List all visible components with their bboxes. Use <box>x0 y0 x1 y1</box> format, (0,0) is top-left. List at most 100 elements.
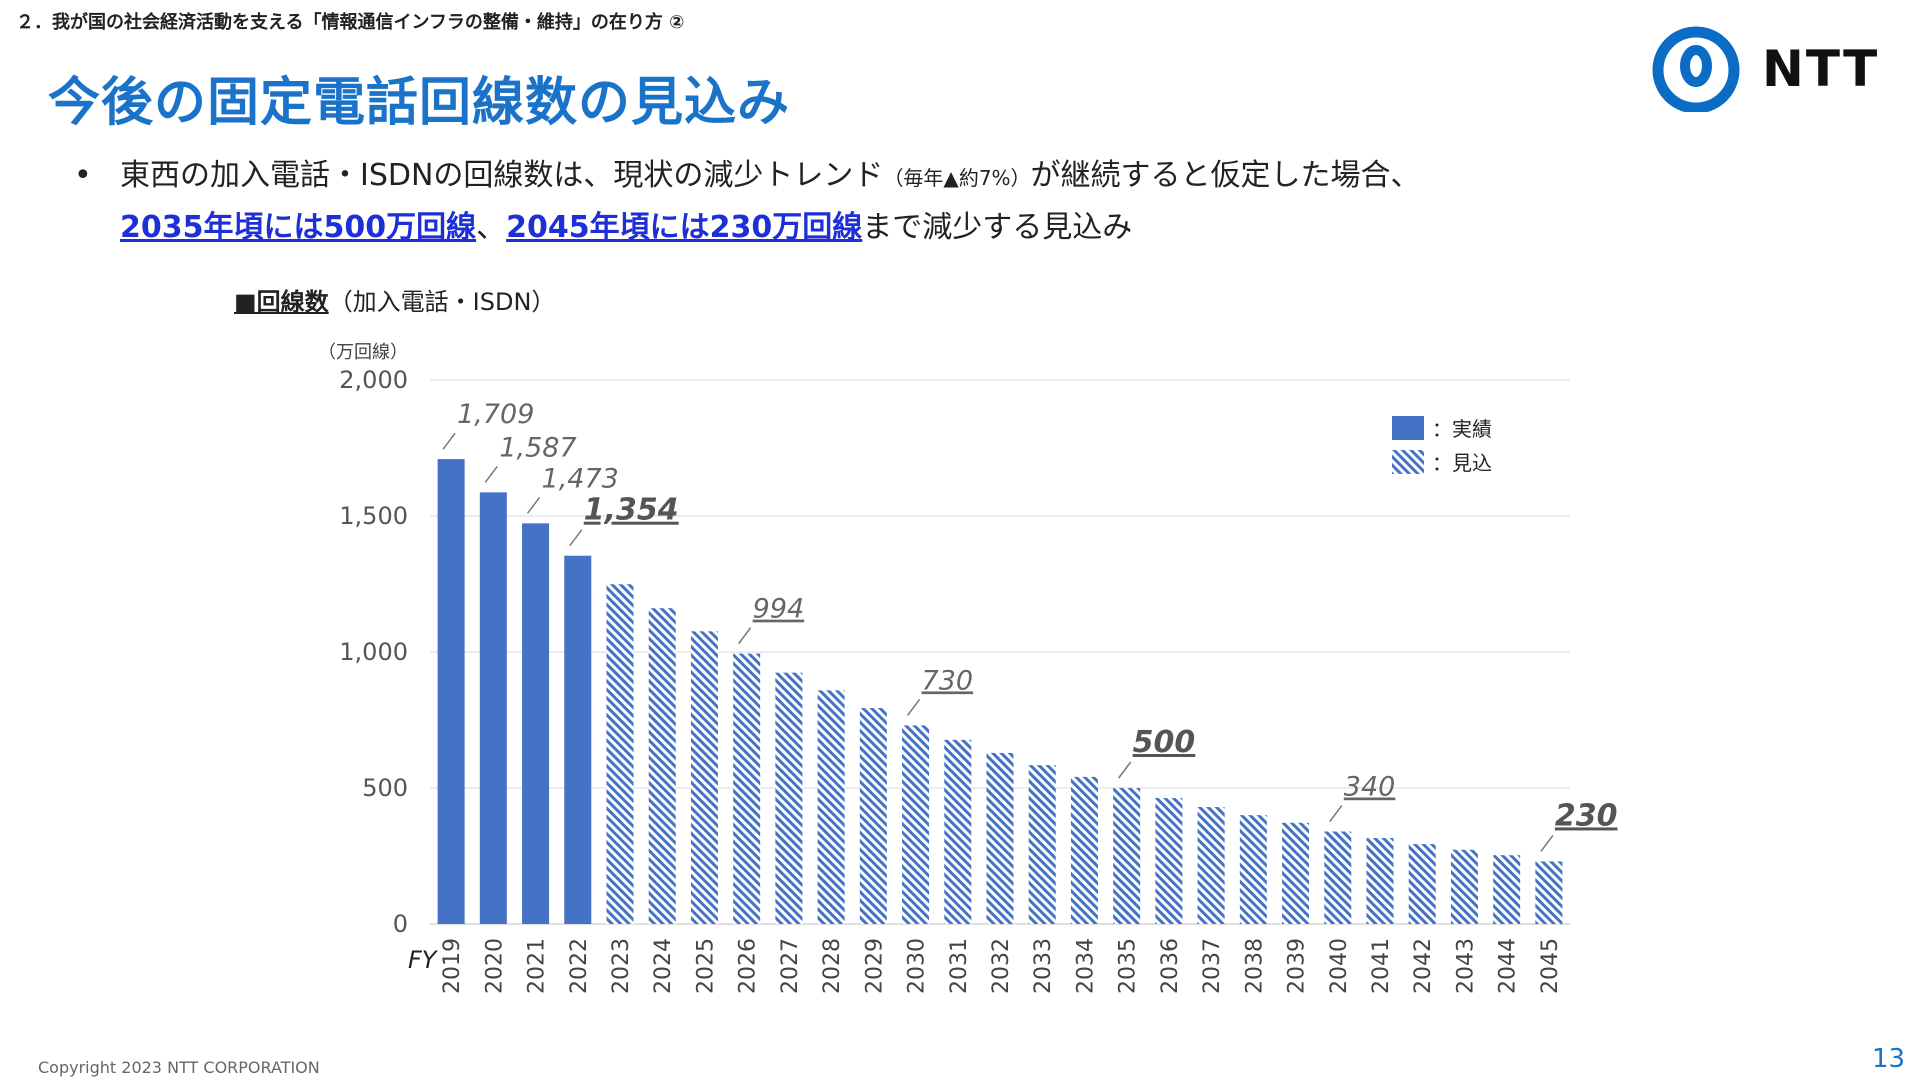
ntt-logo-icon <box>1652 26 1740 114</box>
x-tick-label: 2028 <box>820 938 845 994</box>
bar-2027 <box>775 672 803 924</box>
legend-label: ：実績 <box>1432 417 1492 441</box>
y-tick-label: 1,000 <box>339 638 408 666</box>
bar-2043 <box>1450 849 1478 924</box>
x-tick-label: 2038 <box>1242 938 1267 994</box>
bullet-line1: 東西の加入電話・ISDNの回線数は、現状の減少トレンド（毎年▲約7%）が継続する… <box>120 150 1421 204</box>
chart-heading-strong: ■回線数 <box>234 288 329 316</box>
legend-swatch-solid <box>1392 416 1424 440</box>
ntt-logo: NTT <box>1652 26 1892 114</box>
x-tick-label: 2029 <box>862 938 887 994</box>
bar-2045 <box>1535 861 1563 924</box>
bar-2019 <box>437 459 465 924</box>
leader-line <box>1118 761 1132 779</box>
data-label: 1,587 <box>499 432 576 463</box>
x-tick-label: 2023 <box>609 938 634 994</box>
x-tick-label: 2030 <box>905 938 930 994</box>
y-tick-label: 1,500 <box>339 502 408 530</box>
x-tick-label: 2021 <box>525 938 550 994</box>
x-tick-label: 2027 <box>778 938 803 994</box>
bar-2039 <box>1282 822 1310 924</box>
y-tick-label: 0 <box>393 910 408 938</box>
x-tick-label: 2026 <box>736 938 761 994</box>
bar-2028 <box>817 690 845 924</box>
x-tick-label: 2019 <box>440 938 465 994</box>
x-tick-label: 2044 <box>1496 938 1521 994</box>
bar-2023 <box>606 584 634 924</box>
x-tick-label: 2039 <box>1285 938 1310 994</box>
chart-heading-rest: （加入電話・ISDN） <box>328 288 556 316</box>
bullet-line1-note: （毎年▲約7%） <box>883 166 1031 190</box>
bar-2020 <box>479 492 507 924</box>
x-tick-label: 2032 <box>989 938 1014 994</box>
leader-line <box>906 698 921 716</box>
x-tick-label: 2043 <box>1453 938 1478 994</box>
bullet-line2-sep: 、 <box>476 210 507 245</box>
data-label: 1,473 <box>542 463 619 494</box>
bar-2035 <box>1113 788 1141 924</box>
bar-2042 <box>1408 844 1436 924</box>
data-label: 340 <box>1344 772 1396 803</box>
page-title: 今後の固定電話回線数の見込み <box>48 73 791 133</box>
bar-2044 <box>1493 855 1521 924</box>
chart-heading: ■回線数（加入電話・ISDN） <box>234 282 555 317</box>
x-tick-label: 2040 <box>1327 938 1352 994</box>
x-tick-label: 2031 <box>947 938 972 994</box>
x-tick-label: 2022 <box>567 938 592 994</box>
leader-line <box>526 496 541 514</box>
leader-line <box>569 529 583 547</box>
x-tick-label: 2035 <box>1116 938 1141 994</box>
x-tick-label: 2024 <box>651 938 676 994</box>
x-axis-label: FY <box>408 946 439 974</box>
data-label: 500 <box>1133 725 1196 760</box>
leader-line <box>738 627 752 645</box>
data-label: 1,354 <box>584 493 679 528</box>
leader-line <box>484 465 498 483</box>
bar-2033 <box>1028 765 1056 924</box>
bar-2025 <box>690 631 718 924</box>
y-tick-label: 2,000 <box>339 366 408 394</box>
leader-line <box>442 432 456 450</box>
leader-line <box>1540 834 1554 852</box>
x-tick-label: 2034 <box>1073 938 1098 994</box>
data-label: 230 <box>1555 798 1618 833</box>
page-number: 13 <box>1872 1044 1906 1074</box>
bullet-dot: • <box>74 158 92 193</box>
bar-2037 <box>1197 807 1225 924</box>
x-tick-label: 2042 <box>1411 938 1436 994</box>
x-tick-label: 2033 <box>1031 938 1056 994</box>
leader-line <box>1329 805 1343 822</box>
x-tick-label: 2025 <box>693 938 718 994</box>
x-tick-label: 2041 <box>1369 938 1394 994</box>
bar-2030 <box>902 725 930 924</box>
bar-2031 <box>944 739 972 924</box>
data-label: 730 <box>922 665 974 696</box>
bar-2034 <box>1070 776 1098 924</box>
x-tick-label: 2045 <box>1538 938 1563 994</box>
bullet-line2-end: まで減少する見込み <box>862 210 1133 245</box>
x-tick-label: 2036 <box>1158 938 1183 994</box>
data-label: 1,709 <box>457 399 534 430</box>
bar-2024 <box>648 608 676 924</box>
bar-2026 <box>733 653 761 924</box>
x-tick-label: 2037 <box>1200 938 1225 994</box>
legend-label: ：見込 <box>1432 451 1492 475</box>
data-label: 994 <box>753 594 805 625</box>
copyright: Copyright 2023 NTT CORPORATION <box>38 1058 320 1077</box>
y-axis-label: （万回線） <box>318 342 408 363</box>
bar-2040 <box>1324 831 1352 924</box>
bar-2022 <box>564 555 592 924</box>
bar-2029 <box>859 708 887 924</box>
legend-swatch-hatched <box>1392 450 1424 474</box>
bar-2032 <box>986 752 1014 924</box>
breadcrumb: ２．我が国の社会経済活動を支える「情報通信インフラの整備・維持」の在り方 ② <box>16 12 685 33</box>
highlight-2035: 2035年頃には500万回線 <box>120 210 477 245</box>
logo-text: NTT <box>1762 40 1880 98</box>
bar-2038 <box>1239 815 1267 924</box>
highlight-2045: 2045年頃には230万回線 <box>506 210 863 245</box>
x-tick-label: 2020 <box>482 938 507 994</box>
bar-2021 <box>522 523 550 924</box>
bar-2041 <box>1366 838 1394 924</box>
bullet-line2: 2035年頃には500万回線、2045年頃には230万回線まで減少する見込み <box>120 202 1132 254</box>
